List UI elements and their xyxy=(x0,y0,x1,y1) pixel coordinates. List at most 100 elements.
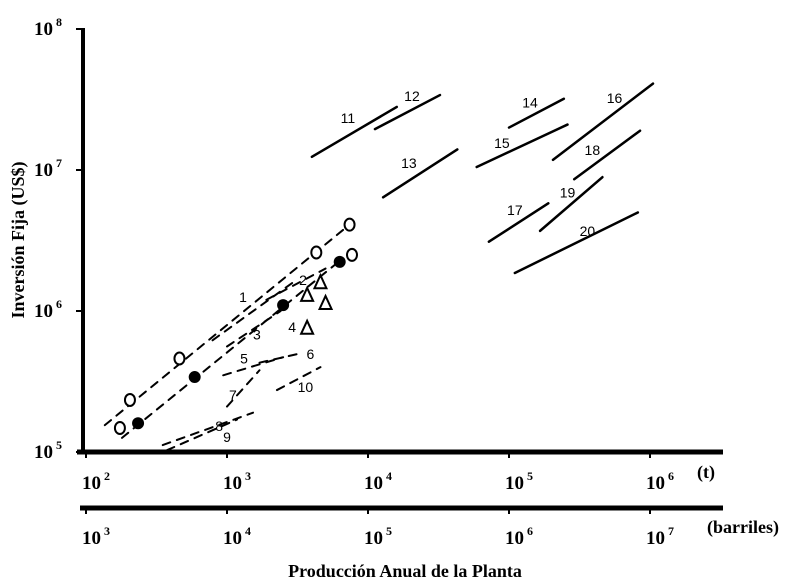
line-label-10: 10 xyxy=(298,379,314,395)
line-label-16: 16 xyxy=(607,90,623,106)
filled-circle-marker xyxy=(333,255,346,268)
tick-base: 10 xyxy=(34,301,53,322)
axes xyxy=(77,28,723,511)
triangle-marker xyxy=(312,272,329,290)
line-label-17: 17 xyxy=(507,202,523,218)
filled-circle-marker xyxy=(277,299,290,312)
series-lines xyxy=(103,82,655,452)
tick-exponent: 2 xyxy=(104,469,110,483)
tick-base: 10 xyxy=(505,473,524,494)
tick-exponent: 3 xyxy=(245,469,251,483)
x-tick-label: 10 3 xyxy=(223,469,251,494)
x-axis-title: Producción Anual de la Planta xyxy=(288,561,522,581)
y-axis-title: Inversión Fija (US$) xyxy=(8,161,29,318)
tick-exponent: 7 xyxy=(668,524,674,538)
line-label-8: 8 xyxy=(215,418,223,434)
series-line-13 xyxy=(381,148,459,199)
x2-tick-label: 10 5 xyxy=(364,524,392,549)
line-label-20: 20 xyxy=(580,223,596,239)
x2-tick-label: 10 6 xyxy=(505,524,533,549)
series-line-unlabeled-10 xyxy=(103,223,351,427)
series-line-14 xyxy=(507,97,566,129)
open-circle-marker xyxy=(310,245,323,260)
y-tick-label: 10 6 xyxy=(34,297,62,322)
tick-exponent: 6 xyxy=(56,297,62,311)
series-line-8 xyxy=(161,411,255,447)
line-label-4: 4 xyxy=(288,319,296,335)
x2-tick-label: 10 3 xyxy=(82,524,110,549)
tick-base: 10 xyxy=(646,473,665,494)
x2-tick-label: 10 7 xyxy=(646,524,674,549)
tick-exponent: 6 xyxy=(527,524,533,538)
line-label-12: 12 xyxy=(404,88,420,104)
series-line-11 xyxy=(310,105,399,159)
open-circle-marker xyxy=(343,217,356,232)
triangle-marker xyxy=(317,293,334,310)
series-line-15 xyxy=(475,123,569,169)
tick-exponent: 4 xyxy=(386,469,392,483)
series-line-2 xyxy=(265,267,327,301)
tick-exponent: 6 xyxy=(668,469,674,483)
tick-base: 10 xyxy=(34,160,53,181)
line-label-15: 15 xyxy=(494,135,510,151)
tick-base: 10 xyxy=(82,473,101,494)
series-line-7 xyxy=(226,369,261,408)
x-tick-label: 10 4 xyxy=(364,469,392,494)
x-unit-label: (t) xyxy=(697,462,715,483)
tick-exponent: 5 xyxy=(386,524,392,538)
series-line-17 xyxy=(487,202,550,243)
tick-exponent: 4 xyxy=(245,524,251,538)
filled-circle-marker xyxy=(188,371,201,384)
series-line-6 xyxy=(258,352,302,364)
series-line-10 xyxy=(275,366,322,392)
line-label-6: 6 xyxy=(306,346,314,362)
line-label-18: 18 xyxy=(585,142,601,158)
x-tick-label: 10 6 xyxy=(646,469,674,494)
series-line-18 xyxy=(572,129,642,181)
ticks: 10 2 10 3 10 4 10 5 10 610 3 10 4 10 5 10 6 10 710 510 610 71… xyxy=(34,15,674,549)
series-line-9 xyxy=(165,418,239,452)
tick-exponent: 7 xyxy=(56,156,62,170)
markers xyxy=(113,217,358,435)
tick-exponent: 3 xyxy=(104,524,110,538)
tick-exponent: 5 xyxy=(56,438,62,452)
triangle-marker xyxy=(299,285,315,302)
series-line-16 xyxy=(551,82,655,162)
line-label-13: 13 xyxy=(401,155,417,171)
open-circle-marker xyxy=(345,247,358,262)
tick-base: 10 xyxy=(82,528,101,549)
tick-base: 10 xyxy=(223,528,242,549)
y-tick-label: 10 8 xyxy=(34,15,62,40)
line-label-7: 7 xyxy=(229,387,237,403)
tick-base: 10 xyxy=(34,19,53,40)
tick-base: 10 xyxy=(505,528,524,549)
line-label-5: 5 xyxy=(240,351,248,367)
triangle-marker xyxy=(299,318,315,335)
tick-exponent: 5 xyxy=(527,469,533,483)
series-line-12 xyxy=(373,93,442,131)
x2-tick-label: 10 4 xyxy=(223,524,251,549)
series-line-19 xyxy=(538,175,604,233)
open-circle-marker xyxy=(123,392,136,407)
line-label-2: 2 xyxy=(299,272,307,288)
filled-circle-marker xyxy=(132,417,145,430)
x-tick-label: 10 5 xyxy=(505,469,533,494)
line-label-19: 19 xyxy=(560,185,576,201)
line-label-3: 3 xyxy=(253,327,261,343)
y-tick-label: 10 5 xyxy=(34,438,62,463)
open-circle-marker xyxy=(113,420,126,435)
series-line-3 xyxy=(226,310,282,348)
tick-base: 10 xyxy=(364,473,383,494)
line-label-1: 1 xyxy=(239,289,247,305)
tick-base: 10 xyxy=(646,528,665,549)
y-tick-label: 10 7 xyxy=(34,156,62,181)
open-circle-marker xyxy=(173,351,186,366)
series-line-20 xyxy=(513,211,640,275)
series-line-unlabeled-11 xyxy=(120,263,336,439)
x-tick-label: 10 2 xyxy=(82,469,110,494)
tick-base: 10 xyxy=(223,473,242,494)
line-label-14: 14 xyxy=(522,95,538,111)
tick-base: 10 xyxy=(364,528,383,549)
